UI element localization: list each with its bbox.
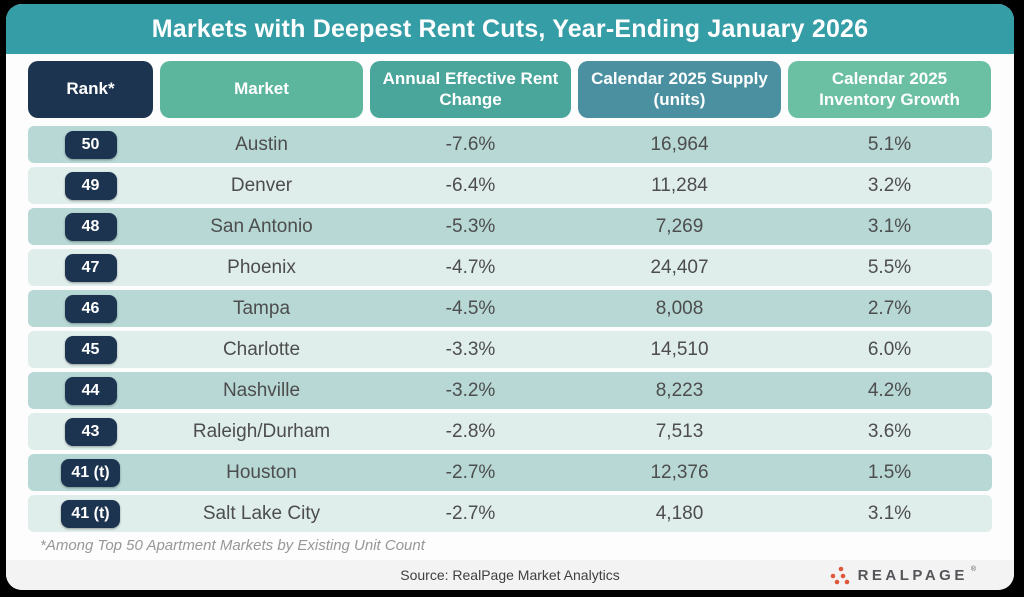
rank-badge: 50 [64,130,117,159]
rank-badge: 48 [64,212,117,241]
rank-cell: 50 [28,130,153,159]
table-row: 48 San Antonio -5.3% 7,269 3.1% [28,208,992,245]
table-row: 50 Austin -7.6% 16,964 5.1% [28,126,992,163]
rank-badge: 45 [64,335,117,364]
inventory-growth-cell: 6.0% [867,338,912,360]
rank-cell: 47 [28,253,153,282]
column-header-market: Market [160,61,363,118]
supply-cell: 24,407 [650,256,709,278]
title-bar: Markets with Deepest Rent Cuts, Year-End… [6,4,1014,54]
inventory-growth-cell: 3.1% [867,502,912,524]
rent-change-cell: -7.6% [445,133,496,155]
column-header-rent-change: Annual Effective Rent Change [370,61,571,118]
inventory-growth-cell: 3.6% [867,420,912,442]
page-title: Markets with Deepest Rent Cuts, Year-End… [151,14,869,43]
rank-badge: 44 [64,376,117,405]
rank-cell: 45 [28,335,153,364]
table-body: 50 Austin -7.6% 16,964 5.1% 49 Denver -6… [28,126,992,532]
supply-cell: 16,964 [650,133,709,155]
rank-badge: 43 [64,417,117,446]
rank-badge: 46 [64,294,117,323]
rank-badge: 41 (t) [61,458,120,487]
supply-cell: 8,008 [655,297,704,319]
table-header-row: Rank* Market Annual Effective Rent Chang… [28,61,992,118]
table-row: 47 Phoenix -4.7% 24,407 5.5% [28,249,992,286]
rent-change-cell: -2.8% [445,420,496,442]
inventory-growth-cell: 5.1% [867,133,912,155]
realpage-logo-text: REALPAGE [857,566,968,584]
table-row: 41 (t) Salt Lake City -2.7% 4,180 3.1% [28,495,992,532]
market-cell: Tampa [232,297,291,319]
market-cell: San Antonio [210,215,313,237]
rank-badge: 41 (t) [61,499,120,528]
table-row: 45 Charlotte -3.3% 14,510 6.0% [28,331,992,368]
rank-badge: 49 [64,171,117,200]
table-row: 44 Nashville -3.2% 8,223 4.2% [28,372,992,409]
supply-cell: 12,376 [650,461,709,483]
rank-cell: 41 (t) [28,499,153,528]
supply-cell: 7,513 [655,420,704,442]
rent-change-cell: -2.7% [445,502,496,524]
column-header-inventory-growth: Calendar 2025 Inventory Growth [788,61,991,118]
market-cell: Nashville [222,379,301,401]
footnote: *Among Top 50 Apartment Markets by Exist… [40,537,425,554]
market-cell: Austin [235,133,288,155]
source-text: Source: RealPage Market Analytics [400,567,620,583]
rent-change-cell: -6.4% [445,174,496,196]
inventory-growth-cell: 3.1% [867,215,912,237]
supply-cell: 14,510 [650,338,709,360]
rank-cell: 43 [28,417,153,446]
realpage-logo-dots-icon [830,566,849,585]
realpage-logo: REALPAGE ® [828,560,976,590]
infographic-card: Markets with Deepest Rent Cuts, Year-End… [6,4,1014,590]
table-row: 43 Raleigh/Durham -2.8% 7,513 3.6% [28,413,992,450]
rent-change-cell: -2.7% [445,461,496,483]
table-row: 41 (t) Houston -2.7% 12,376 1.5% [28,454,992,491]
supply-cell: 8,223 [655,379,704,401]
inventory-growth-cell: 1.5% [867,461,912,483]
rent-change-cell: -4.7% [445,256,496,278]
rank-cell: 48 [28,212,153,241]
inventory-growth-cell: 2.7% [867,297,912,319]
inventory-growth-cell: 5.5% [867,256,912,278]
rank-cell: 44 [28,376,153,405]
rank-cell: 46 [28,294,153,323]
inventory-growth-cell: 4.2% [867,379,912,401]
rent-change-cell: -4.5% [445,297,496,319]
market-cell: Charlotte [222,338,301,360]
supply-cell: 7,269 [655,215,704,237]
supply-cell: 11,284 [651,174,708,196]
source-bar: Source: RealPage Market Analytics REALPA… [6,560,1014,590]
market-cell: Phoenix [227,256,296,278]
rent-change-cell: -3.2% [445,379,496,401]
rank-cell: 49 [28,171,153,200]
table-container: Rank* Market Annual Effective Rent Chang… [6,54,1014,554]
rent-change-cell: -3.3% [445,338,496,360]
rank-cell: 41 (t) [28,458,153,487]
market-cell: Houston [226,461,297,483]
column-header-rank: Rank* [28,61,153,118]
market-cell: Raleigh/Durham [192,420,331,442]
inventory-growth-cell: 3.2% [867,174,912,196]
supply-cell: 4,180 [655,502,704,524]
rank-badge: 47 [64,253,117,282]
market-cell: Denver [230,174,293,196]
table-row: 46 Tampa -4.5% 8,008 2.7% [28,290,992,327]
rent-change-cell: -5.3% [445,215,496,237]
column-header-supply: Calendar 2025 Supply (units) [578,61,781,118]
table-row: 49 Denver -6.4% 11,284 3.2% [28,167,992,204]
market-cell: Salt Lake City [202,502,321,524]
registered-trademark-mark: ® [970,566,976,573]
